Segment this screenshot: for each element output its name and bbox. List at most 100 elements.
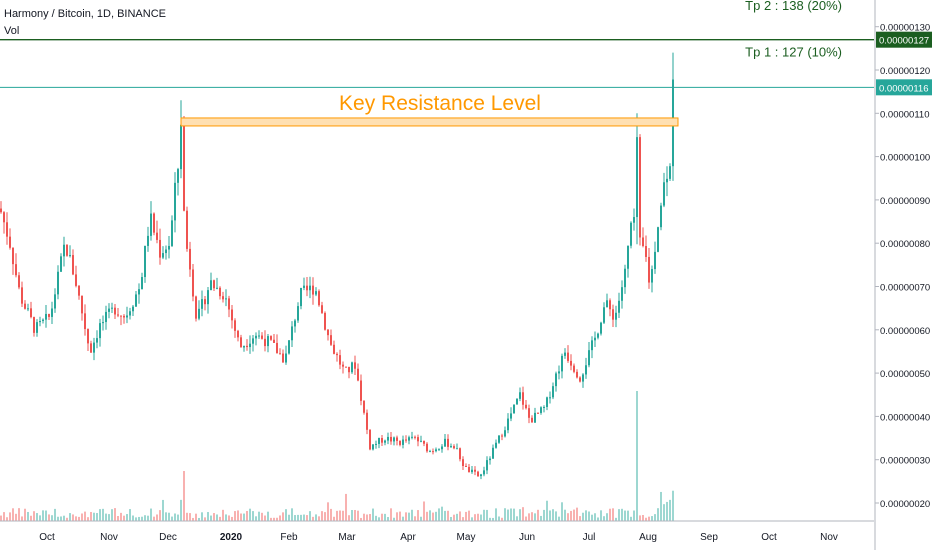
candle-body [402, 439, 404, 445]
volume-bar [132, 515, 134, 521]
volume-bar [531, 512, 533, 521]
candle-body [666, 178, 668, 183]
candle-body [342, 364, 344, 367]
volume-bar [453, 514, 455, 521]
price-tick-label: 0.00000100 [880, 153, 930, 164]
volume-bars [0, 391, 674, 521]
volume-bar [558, 516, 560, 521]
volume-bar [399, 511, 401, 521]
volume-bar [582, 512, 584, 521]
price-tick-label: 0.00000080 [880, 239, 930, 250]
volume-bar [423, 501, 425, 521]
candle-body [621, 287, 623, 301]
volume-bar [0, 515, 2, 521]
volume-bar [537, 509, 539, 521]
volume-bar [105, 513, 107, 521]
volume-bar [426, 511, 428, 521]
candle-body [528, 408, 530, 418]
volume-bar [621, 508, 623, 521]
volume-bar [159, 510, 161, 521]
candle-body [543, 406, 545, 408]
candle-body [366, 412, 368, 430]
volume-bar [291, 508, 293, 521]
candle-body [474, 469, 476, 472]
candle-body [210, 280, 212, 291]
candle-body [369, 429, 371, 450]
volume-bar [408, 512, 410, 521]
volume-bar [450, 516, 452, 521]
candle-body [162, 253, 164, 258]
candle-body [351, 362, 353, 373]
volume-bar [120, 512, 122, 521]
volume-bar [168, 512, 170, 521]
candle-body [165, 249, 167, 254]
volume-bar [636, 391, 638, 521]
candle-body [57, 271, 59, 295]
candle-body [105, 311, 107, 323]
candle-body [132, 306, 134, 312]
candle-body [33, 317, 35, 333]
candle-body [630, 222, 632, 246]
candle-body [27, 308, 29, 310]
candle-body [12, 247, 14, 265]
candle-body [519, 392, 521, 399]
volume-bar [276, 517, 278, 521]
volume-bar [270, 517, 272, 521]
candle-body [93, 342, 95, 353]
price-tick-label: 0.00000070 [880, 283, 930, 294]
volume-bar [486, 509, 488, 521]
volume-bar [198, 517, 200, 521]
candle-body [372, 444, 374, 450]
volume-bar [36, 513, 38, 521]
volume-bar [75, 516, 77, 521]
price-tick-label: 0.00000120 [880, 66, 930, 77]
volume-bar [12, 508, 14, 521]
candle-body [114, 307, 116, 315]
candle-body [552, 386, 554, 398]
volume-bar [324, 512, 326, 521]
candle-body [24, 303, 26, 309]
volume-bar [444, 510, 446, 521]
candle-body [18, 275, 20, 288]
candle-body [171, 220, 173, 246]
candle-body [381, 438, 383, 443]
candle-body [60, 256, 62, 272]
volume-bar [663, 504, 665, 521]
volume-bar [258, 511, 260, 521]
volume-bar [315, 514, 317, 521]
candle-body [3, 212, 5, 223]
price-tick-label: 0.00000110 [880, 109, 930, 120]
volume-bar [552, 509, 554, 521]
volume-bar [510, 508, 512, 521]
candle-body [648, 256, 650, 283]
volume-bar [603, 516, 605, 521]
candle-body [90, 343, 92, 353]
candle-body [480, 474, 482, 477]
volume-bar [522, 507, 524, 521]
candle-body [294, 320, 296, 327]
volume-bar [384, 513, 386, 521]
candle-body [309, 285, 311, 291]
candle-body [471, 469, 473, 473]
volume-bar [411, 509, 413, 521]
time-axis: Oct Nov Dec 2020 Feb Mar Apr May Jun Jul Aug Sep Oct… [0, 520, 874, 543]
volume-bar [438, 508, 440, 521]
price-tick-label: 0.00000050 [880, 369, 930, 380]
candle-body [642, 237, 644, 247]
candle-body [177, 169, 179, 183]
candle-body [579, 377, 581, 382]
volume-bar [21, 516, 23, 521]
volume-bar [87, 517, 89, 521]
candle-body [330, 335, 332, 345]
candle-body [378, 438, 380, 444]
candle-body [546, 397, 548, 407]
volume-bar [78, 516, 80, 521]
volume-bar [417, 510, 419, 521]
volume-bar [630, 516, 632, 521]
time-tick-label: Oct [761, 532, 777, 543]
candle-body [393, 437, 395, 442]
volume-bar [210, 515, 212, 521]
candle-body [36, 322, 38, 333]
candle-body [318, 291, 320, 306]
